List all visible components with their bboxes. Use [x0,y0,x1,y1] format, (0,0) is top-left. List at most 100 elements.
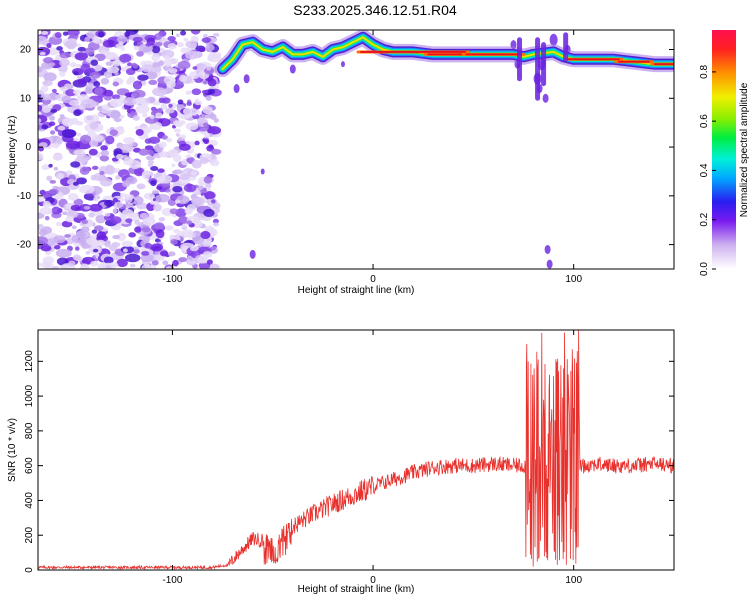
heatmap-cell [62,31,69,36]
heatmap-cell [173,169,183,175]
heatmap-cell [113,148,123,156]
heatmap-cell [97,31,105,38]
heatmap-cell [41,164,50,171]
heatmap-cell [53,166,59,171]
heatmap-cell [111,241,121,248]
heatmap-cell [38,228,47,237]
heatmap-cell [549,33,558,46]
heatmap-x-ticks: -100 0 100 [162,30,582,285]
heatmap-cell [117,232,126,242]
heatmap-cell [182,107,192,116]
heatmap-cell [185,154,192,159]
heatmap-cell [157,168,165,173]
page-title: S233.2025.346.12.51.R04 [293,2,457,18]
heatmap-cell [96,105,103,111]
heatmap-cell [165,225,174,231]
heatmap-cell [43,72,57,82]
snr-y-ticks: 0 200 400 600 800 1000 1200 [24,350,674,573]
heatmap-cell [135,104,150,114]
heatmap-cell [88,212,95,218]
heatmap-cell [46,175,53,182]
snr-y-tick-label: 0 [24,567,35,573]
heatmap-cell [136,50,144,57]
heatmap-cell [135,129,144,136]
heatmap-cell [168,103,173,108]
heatmap-cell [71,225,77,230]
heatmap-cell [48,92,58,101]
heatmap-cell [54,31,62,39]
heatmap-cell [200,231,211,240]
heatmap-cell [55,248,72,258]
heatmap-cell [211,199,216,204]
heatmap-cell [177,60,191,70]
heatmap-cell [39,51,46,56]
heatmap-cell [208,144,214,149]
heatmap-cell [134,219,140,226]
heatmap-cell [144,242,153,249]
heatmap-cell [96,239,106,246]
heatmap-cell [202,106,213,115]
heatmap-cell [138,148,149,156]
heatmap-cell [129,160,142,169]
heatmap-cell [67,30,80,37]
heatmap-cell [79,233,87,238]
heatmap-cell [103,95,112,101]
heatmap-cell [134,125,141,131]
heatmap-cell [132,30,138,33]
heatmap-cell [57,125,66,131]
heatmap-cell [70,62,77,68]
heatmap-cell [190,30,201,35]
heatmap-cell [165,265,172,269]
heatmap-cell [79,134,92,144]
heatmap-cell [157,174,173,184]
heatmap-cell [76,177,88,185]
heatmap-cell [42,80,53,87]
heatmap-cell [92,248,99,253]
heatmap-cell [203,122,209,128]
snr-y-tick-label: 200 [24,526,35,543]
heatmap-cell [202,251,213,258]
heatmap-cell [80,226,90,233]
heatmap-cell [194,140,200,146]
heatmap-cell [141,64,154,73]
heatmap-cell [50,130,56,135]
snr-y-tick-label: 1000 [24,385,35,408]
heatmap-cell [195,63,205,71]
heatmap-cell [201,89,209,94]
heatmap-cell [151,260,159,266]
heatmap-cell [149,114,155,120]
heatmap-cell [52,153,63,161]
heatmap-cell [80,99,97,109]
snr-x-axis-label: Height of straight line (km) [298,584,415,595]
heatmap-cell [43,57,54,64]
heatmap-cell [55,221,63,227]
heatmap-cell [51,206,62,215]
snr-chart: -100 0 100 0 200 400 600 800 1000 1200 Height of… [7,329,675,595]
heatmap-cell [546,259,553,269]
heatmap-cell [142,46,153,52]
heatmap-cell [544,244,551,254]
heatmap-cell [88,148,98,156]
heatmap-cell [91,229,98,234]
snr-y-tick-label: 1200 [24,350,35,373]
heatmap-cell [105,165,116,175]
heatmap-cell [150,165,159,171]
heatmap-cell [157,107,163,114]
heatmap-cell [132,115,140,121]
heatmap-cell [139,212,149,220]
heatmap-cell [207,263,220,269]
heatmap-cell [112,60,121,67]
heatmap-cell [61,220,73,228]
heatmap-cell [243,74,250,84]
heatmap-cell [116,258,128,268]
heatmap-cell [104,199,115,207]
heatmap-cell [83,205,91,210]
heatmap-cell [143,261,150,267]
heatmap-y-tick-label: 20 [20,45,32,56]
heatmap-cell [39,207,53,215]
snr-y-axis-label: SNR (10 * v/v) [7,418,18,482]
snr-series-line [38,330,674,570]
heatmap-cell [95,65,102,70]
heatmap-cell [183,183,197,193]
heatmap-cell [89,121,99,130]
